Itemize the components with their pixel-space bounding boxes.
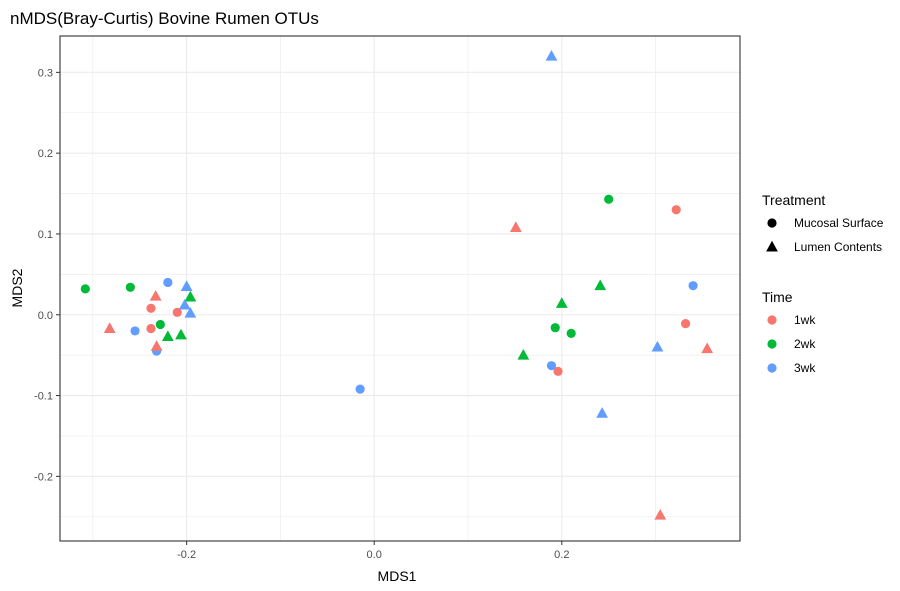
x-tick-label: 0.2 xyxy=(554,549,569,561)
y-axis-ticks: -0.2 -0.1 0.0 0.1 0.2 0.3 xyxy=(34,67,60,483)
legend-title-treatment: Treatment xyxy=(762,192,825,208)
data-point-circle-1wk xyxy=(146,323,156,334)
legend: Treatment Mucosal Surface Lumen Contents Ti… xyxy=(762,192,884,375)
data-point-triangle-3wk xyxy=(178,298,191,310)
y-tick-label: 0.3 xyxy=(38,67,53,79)
data-point-circle-2wk xyxy=(550,323,560,333)
y-tick-label: -0.2 xyxy=(34,471,53,483)
data-point-circle-3wk xyxy=(163,277,173,288)
data-point-circle-1wk xyxy=(681,319,691,329)
legend-label: Lumen Contents xyxy=(794,240,882,254)
legend-title-time: Time xyxy=(762,289,793,305)
x-axis-title: MDS1 xyxy=(378,568,417,584)
data-point-triangle-1wk xyxy=(654,508,667,520)
data-point-triangle-2wk xyxy=(594,279,607,291)
y-tick-label: 0.2 xyxy=(38,148,53,160)
y-tick-label: 0.0 xyxy=(38,310,53,322)
legend-key-1wk xyxy=(767,315,777,325)
data-point-triangle-3wk xyxy=(596,407,609,418)
data-point-circle-2wk xyxy=(604,194,614,204)
plot-background xyxy=(60,36,740,541)
y-axis-title: MDS2 xyxy=(9,268,25,307)
x-tick-label: 0.0 xyxy=(367,549,382,561)
data-point-circle-3wk xyxy=(355,384,365,394)
legend-label: 3wk xyxy=(794,361,816,375)
data-point-triangle-1wk xyxy=(103,322,116,333)
data-point-triangle-1wk xyxy=(701,342,714,354)
data-point-circle-3wk xyxy=(130,326,140,336)
data-point-circle-1wk xyxy=(553,366,563,376)
data-point-circle-3wk xyxy=(546,361,557,371)
y-tick-label: 0.1 xyxy=(38,229,53,241)
data-point-circle-2wk xyxy=(125,282,135,292)
data-point-circle-2wk xyxy=(566,328,576,338)
data-point-circle-2wk xyxy=(80,284,90,294)
data-point-triangle-2wk xyxy=(517,348,530,360)
data-point-circle-1wk xyxy=(172,307,182,317)
legend-key-triangle xyxy=(766,240,778,252)
data-points xyxy=(80,50,714,520)
plot-border xyxy=(59,35,741,542)
data-point-triangle-2wk xyxy=(161,330,174,342)
chart-title: nMDS(Bray-Curtis) Bovine Rumen OTUs xyxy=(10,9,319,28)
data-point-circle-2wk xyxy=(155,319,165,330)
legend-label: 2wk xyxy=(794,337,816,351)
legend-key-3wk xyxy=(767,363,777,373)
y-tick-label: -0.1 xyxy=(34,391,53,403)
data-point-circle-3wk xyxy=(688,281,698,291)
grid-lines xyxy=(60,36,740,541)
data-point-triangle-3wk xyxy=(651,340,664,352)
data-point-triangle-2wk xyxy=(555,297,568,308)
data-point-triangle-1wk xyxy=(149,289,162,301)
plot-panel xyxy=(59,35,741,542)
data-point-triangle-3wk xyxy=(545,50,558,61)
x-tick-label: -0.2 xyxy=(177,549,196,561)
data-point-circle-1wk xyxy=(671,205,681,215)
x-axis-ticks: -0.2 0.0 0.2 xyxy=(177,541,569,561)
data-point-triangle-2wk xyxy=(175,328,187,340)
legend-key-2wk xyxy=(767,339,777,349)
legend-label: Mucosal Surface xyxy=(794,216,884,230)
legend-label: 1wk xyxy=(794,313,816,327)
data-point-triangle-3wk xyxy=(184,306,197,318)
data-point-triangle-2wk xyxy=(184,290,197,302)
data-point-triangle-1wk xyxy=(150,340,163,351)
data-point-circle-1wk xyxy=(146,303,156,313)
data-point-triangle-1wk xyxy=(509,221,522,232)
legend-key-circle xyxy=(767,218,777,228)
data-point-triangle-3wk xyxy=(180,280,193,291)
